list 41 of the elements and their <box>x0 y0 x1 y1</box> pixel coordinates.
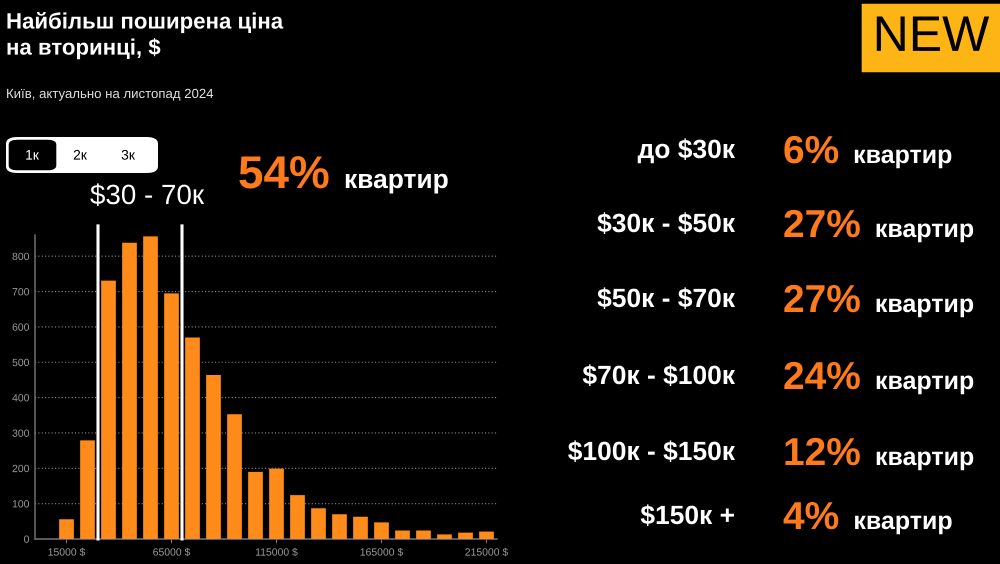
text: $100к - $150к <box>568 440 736 462</box>
text: $30к - $50к <box>597 212 736 234</box>
y-tick-label: 700 <box>12 288 30 296</box>
text: $50к - $70к <box>597 287 736 309</box>
y-tick-label: 800 <box>12 252 30 260</box>
text: 4% <box>784 502 838 530</box>
text: 6% <box>784 136 838 164</box>
text: квартир <box>854 150 952 168</box>
y-tick-label: 600 <box>12 323 30 331</box>
x-tick-label: 215000 $ <box>465 548 508 556</box>
x-tick-label: 65000 $ <box>153 548 190 556</box>
y-tick-label: 100 <box>12 500 30 508</box>
text: квартир <box>855 516 952 534</box>
y-tick-label: 200 <box>12 464 30 472</box>
y-tick-label: 400 <box>12 394 30 402</box>
text: квартир <box>876 224 974 242</box>
text: 27% <box>784 210 860 238</box>
y-tick-label: 500 <box>12 358 30 366</box>
text: квартир <box>876 452 974 470</box>
text: квартир <box>346 174 448 194</box>
text: 3к <box>122 150 135 160</box>
chart-subtitle: Київ, актуально на листопад 2024 <box>7 88 214 101</box>
x-tick-label: 165000 $ <box>360 548 404 556</box>
text: 2к <box>74 150 87 160</box>
text: $150к + <box>640 504 734 526</box>
text: квартир <box>876 376 974 394</box>
text: 1к <box>26 150 39 160</box>
text: $70к - $100к <box>582 364 736 386</box>
text: NEW <box>876 16 990 51</box>
text: $30 - 70к <box>90 183 204 206</box>
chart-title: Найбільш поширена ціна на вторинці, $ <box>7 12 284 60</box>
x-tick-label: 115000 $ <box>256 548 298 556</box>
text: 12% <box>785 438 860 466</box>
text: 54% <box>239 156 329 188</box>
y-tick-label: 0 <box>24 536 30 543</box>
text: до $30к <box>638 138 736 164</box>
text: квартир <box>876 298 974 318</box>
x-tick-label: 15000 $ <box>48 548 86 556</box>
text: 24% <box>784 362 860 390</box>
y-tick-label: 300 <box>12 429 30 437</box>
text: 27% <box>784 284 860 312</box>
